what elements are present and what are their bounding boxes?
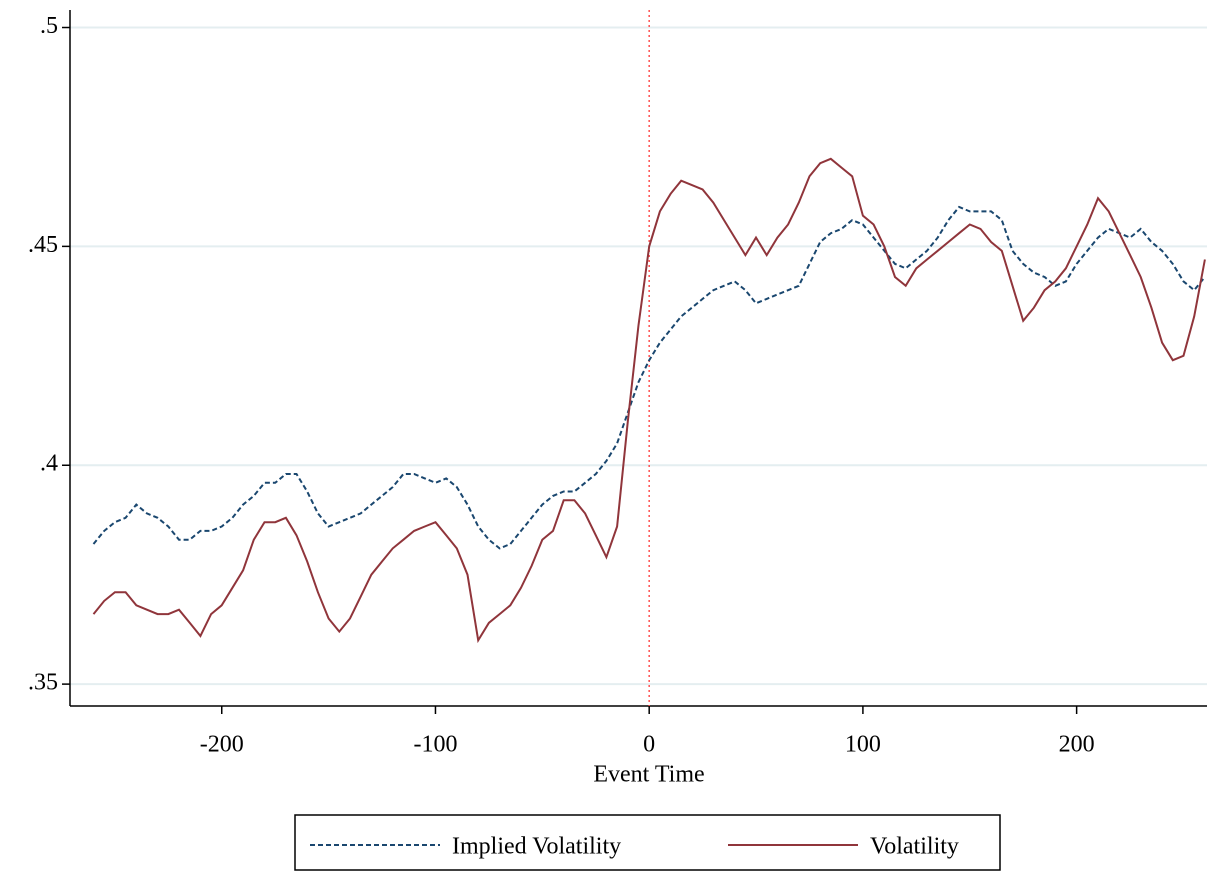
series-line — [92, 205, 1206, 550]
legend-label: Volatility — [870, 834, 959, 860]
y-tick-label: .35 — [28, 670, 58, 696]
x-tick-label: 0 — [643, 732, 655, 758]
legend-box — [294, 814, 1001, 871]
y-tick-label: .45 — [28, 232, 58, 258]
y-tick-label: .5 — [40, 13, 58, 39]
x-axis-label: Event Time — [593, 762, 704, 788]
x-tick-label: -200 — [200, 732, 244, 758]
x-tick-label: -100 — [413, 732, 457, 758]
x-tick-label: 200 — [1059, 732, 1095, 758]
series-line — [92, 157, 1206, 644]
legend-label: Implied Volatility — [452, 834, 621, 860]
y-tick-label: .4 — [40, 451, 58, 477]
x-tick-label: 100 — [845, 732, 881, 758]
